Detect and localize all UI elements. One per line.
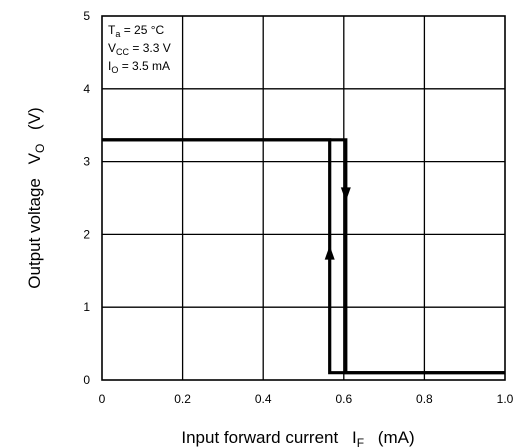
x-tick-label: 0.4	[255, 392, 272, 406]
condition-line: IO = 3.5 mA	[108, 59, 170, 75]
x-tick-label: 1.0	[497, 392, 514, 406]
y-tick-label: 3	[83, 155, 90, 169]
plot-frame	[101, 15, 506, 381]
y-tick-label: 4	[83, 82, 90, 96]
condition-line: Ta = 25 °C	[108, 23, 165, 39]
x-tick-label: 0.2	[174, 392, 191, 406]
x-axis-label-main: Input forward current	[181, 428, 338, 447]
y-axis-label-symbol: V	[25, 152, 44, 164]
x-tick-label: 0.6	[335, 392, 352, 406]
x-axis-label: Input forward current IF (mA)	[181, 428, 414, 448]
x-axis-label-symbol: I	[352, 428, 357, 447]
y-tick-label: 5	[83, 9, 90, 23]
y-axis-label-sub: O	[33, 144, 47, 153]
y-tick-label: 1	[83, 300, 90, 314]
conditions-legend: Ta = 25 °C VCC = 3.3 V IO = 3.5 mA	[108, 23, 171, 75]
condition-line: VCC = 3.3 V	[108, 41, 171, 57]
y-axis-label-unit: (V)	[25, 107, 44, 130]
y-tick-label: 2	[83, 227, 90, 241]
x-tick-labels: 0 0.2 0.4 0.6 0.8 1.0	[99, 392, 514, 406]
x-tick-label: 0	[99, 392, 106, 406]
series-line-decreasing	[102, 138, 505, 375]
x-axis-label-sub: F	[357, 436, 364, 448]
x-tick-label: 0.8	[416, 392, 433, 406]
x-axis-label-unit: (mA)	[378, 428, 415, 447]
y-axis-label-main: Output voltage	[25, 178, 44, 289]
y-axis-label: Output voltage VO (V)	[25, 107, 48, 288]
series-group	[102, 138, 505, 375]
arrow-up-icon	[324, 245, 335, 260]
y-tick-labels: 0 1 2 3 4 5	[83, 9, 90, 387]
grid	[102, 16, 505, 380]
arrow-down-icon	[340, 187, 351, 202]
plot-background	[102, 16, 505, 380]
y-tick-label: 0	[83, 373, 90, 387]
